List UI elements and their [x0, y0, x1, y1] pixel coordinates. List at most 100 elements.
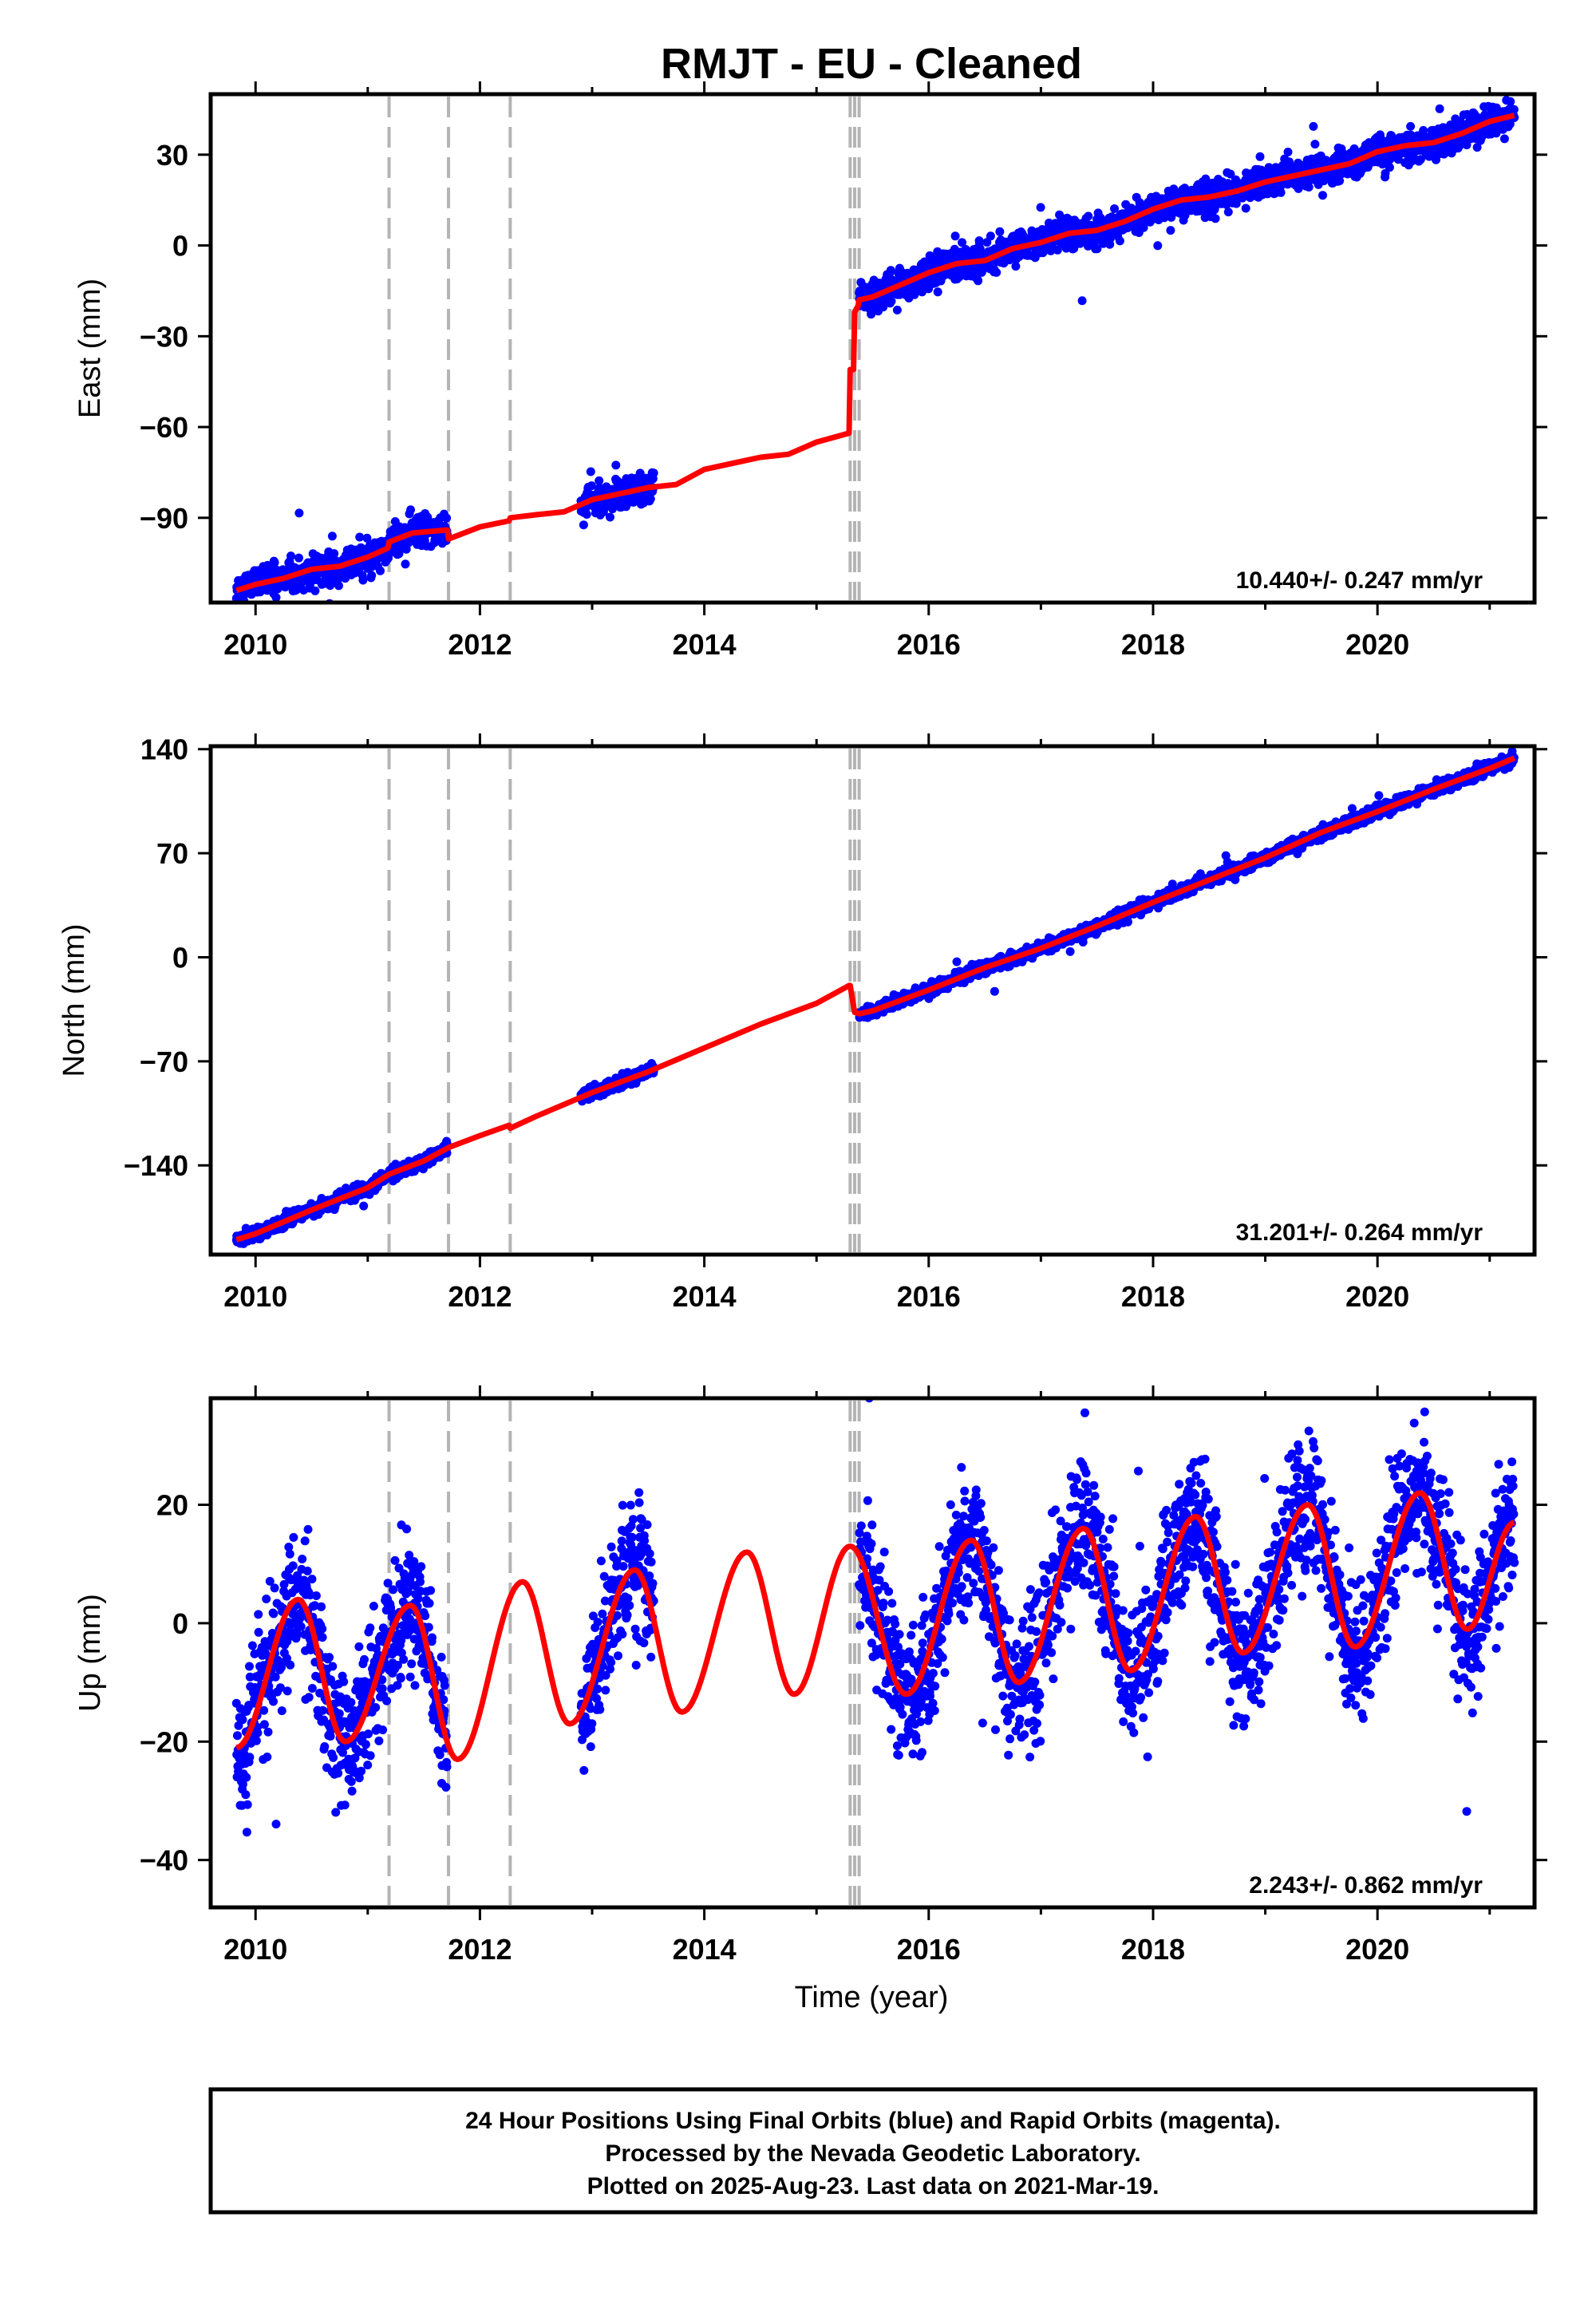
observation-point [1011, 262, 1021, 271]
observation-point [326, 581, 335, 591]
observation-point [1065, 947, 1075, 956]
observation-point [1506, 97, 1515, 106]
observation-point [330, 549, 339, 559]
observation-point [1309, 121, 1318, 131]
y-tick-label: −30 [140, 320, 188, 353]
observation-point [271, 593, 281, 603]
observation-point [595, 476, 604, 485]
x-tick-label: 2012 [448, 628, 512, 661]
observation-point [359, 1201, 369, 1211]
observation-point [358, 575, 368, 585]
observation-point [1153, 241, 1163, 251]
observation-point [1110, 204, 1119, 213]
rate-annotation: 10.440+/- 0.247 mm/yr [1236, 567, 1483, 594]
observation-point [423, 512, 433, 522]
observation-point [1499, 134, 1509, 144]
observation-point [933, 287, 942, 297]
x-tick-label: 2014 [673, 628, 737, 661]
observation-point [1310, 140, 1320, 149]
y-tick-label: 30 [156, 139, 188, 172]
observation-point [1406, 121, 1416, 131]
observation-point [294, 553, 303, 563]
observation-point [376, 566, 385, 575]
observation-point [1276, 188, 1286, 197]
observation-point [1472, 143, 1482, 152]
observation-point [310, 586, 320, 595]
observation-point [1166, 226, 1175, 235]
observation-point [1077, 296, 1087, 306]
y-tick-label: −60 [140, 411, 188, 444]
observation-point [1211, 214, 1220, 223]
y-tick-label: 0 [172, 230, 188, 263]
observation-point [950, 231, 960, 241]
observation-point [1304, 183, 1314, 192]
y-axis-label: East (mm) [73, 279, 107, 418]
observation-point [1509, 105, 1519, 114]
observation-point [992, 267, 1001, 277]
observation-point [1046, 246, 1056, 255]
observation-point [1139, 223, 1148, 232]
observation-point [582, 510, 591, 519]
observation-point [1084, 211, 1093, 221]
observation-point [586, 467, 595, 476]
observation-point [1223, 207, 1233, 217]
observation-point [1385, 163, 1394, 172]
observation-point [1231, 199, 1241, 208]
x-tick-label: 2018 [1121, 628, 1185, 661]
observation-point [579, 520, 588, 530]
observation-point [974, 276, 983, 286]
observation-point [990, 986, 999, 996]
panels: 2010 2012 2014 2016 2018 2020 −90 −60 −30 0 30 East… [57, 81, 1547, 1966]
x-tick-label: 2010 [223, 628, 287, 661]
observation-point [646, 494, 655, 504]
observation-point [1053, 245, 1062, 255]
observation-point [1210, 203, 1219, 212]
observation-point [879, 302, 888, 312]
observation-point [1241, 204, 1250, 213]
observation-point [442, 513, 452, 523]
x-tick-label: 2016 [897, 628, 961, 661]
observation-point [1335, 176, 1345, 186]
observation-point [975, 244, 985, 254]
observation-point [606, 512, 614, 522]
observation-point [952, 957, 962, 966]
observation-point [286, 551, 295, 561]
observation-point [958, 238, 967, 247]
observation-point [367, 571, 377, 580]
observation-point [995, 227, 1005, 236]
observation-point [887, 296, 896, 306]
observation-point [587, 481, 596, 491]
observation-point [362, 533, 372, 543]
observation-point [327, 532, 337, 541]
observation-point [986, 231, 995, 241]
plot-frame [208, 92, 1537, 605]
y-tick-label: −90 [140, 502, 188, 535]
observation-point [334, 581, 343, 591]
panel-east: 2010 2012 2014 2016 2018 2020 −90 −60 −30 0 30 East… [73, 81, 1547, 661]
observation-point [1036, 203, 1045, 212]
observation-point [1435, 104, 1444, 113]
observation-point [1318, 191, 1327, 200]
observation-point [1092, 244, 1102, 254]
x-tick-label: 2020 [1345, 628, 1409, 661]
observation-point [892, 306, 902, 314]
model-fit-line [235, 113, 1515, 594]
observation-point [1283, 148, 1293, 156]
observation-point [1123, 917, 1132, 927]
observation-point [1115, 236, 1124, 246]
observation-point [294, 508, 304, 518]
observation-point [401, 559, 410, 569]
observation-point [355, 532, 365, 542]
observation-point [886, 266, 895, 275]
panel-north: 2010 2012 2014 2016 2018 2020−140−70070140Nor… [57, 733, 1547, 1313]
observation-point [270, 558, 279, 567]
figure-title: RMJT - EU - Cleaned [661, 40, 1082, 88]
observation-point [611, 460, 621, 470]
observation-point [1226, 169, 1235, 179]
observation-point [1491, 128, 1501, 138]
observation-point [649, 468, 658, 478]
observation-point [406, 505, 416, 515]
observation-point [1255, 152, 1265, 161]
